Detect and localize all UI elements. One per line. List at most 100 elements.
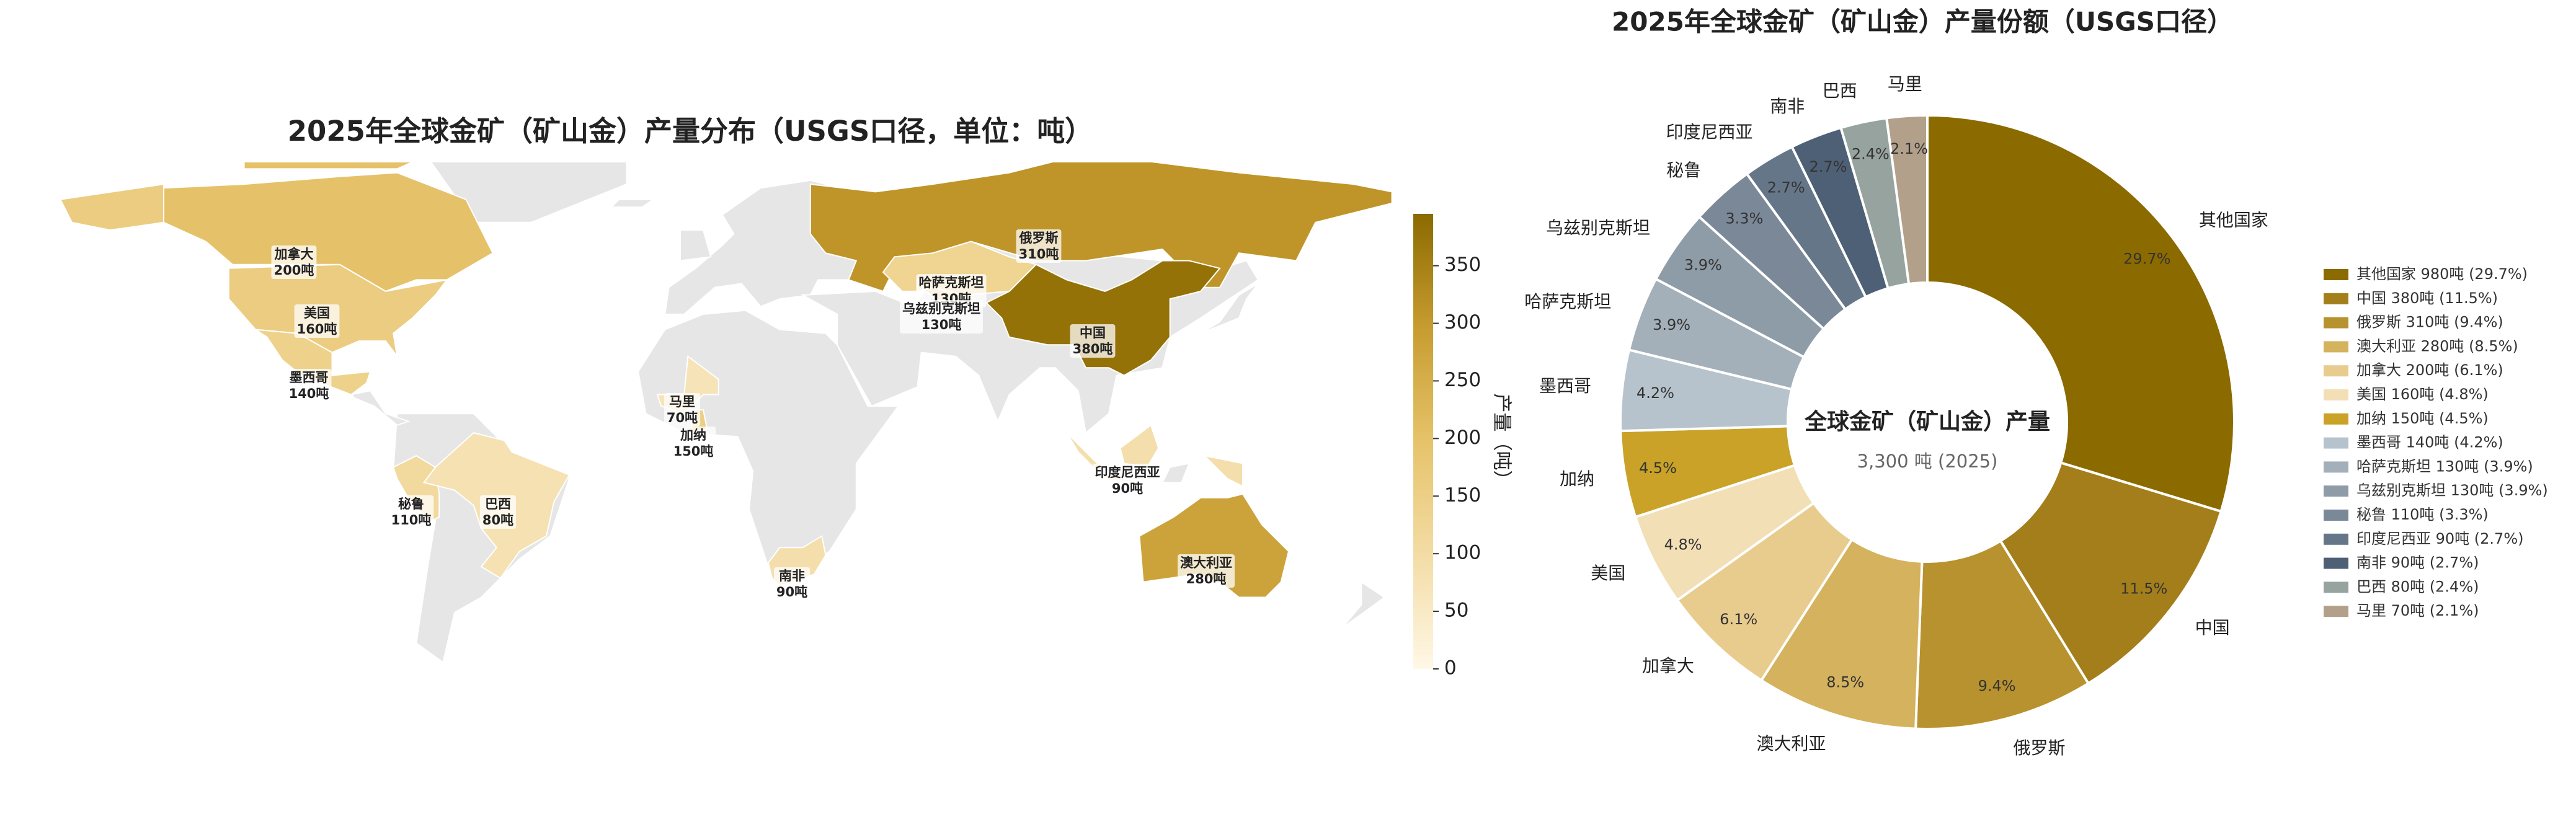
legend-label: 加纳 150吨 (4.5%) — [2356, 410, 2489, 427]
pie-slice — [1914, 539, 2090, 730]
slice-percent: 9.4% — [1978, 678, 2016, 695]
slice-percent: 2.4% — [1852, 146, 1890, 163]
map-label-value: 80吨 — [482, 513, 513, 528]
legend-label: 澳大利亚 280吨 (8.5%) — [2356, 337, 2518, 355]
legend-label: 马里 70吨 (2.1%) — [2356, 602, 2479, 619]
map-label-name: 美国 — [304, 306, 330, 321]
map-label-value: 280吨 — [1186, 572, 1227, 586]
legend-swatch — [2324, 510, 2348, 521]
map-label-box — [900, 300, 983, 334]
slice-percent: 11.5% — [2120, 580, 2167, 597]
slice-percent: 3.9% — [1653, 316, 1690, 334]
land — [1341, 580, 1386, 629]
legend-swatch — [2324, 606, 2348, 617]
legend-label: 其他国家 980吨 (29.7%) — [2356, 265, 2528, 283]
legend-swatch — [2324, 317, 2348, 329]
pie-center-subtitle: 3,300 吨 (2025) — [1857, 451, 1998, 472]
slice-label: 马里 — [1888, 74, 1922, 94]
pie-center-title: 全球金矿（矿山金）产量 — [1804, 409, 2050, 435]
legend-label: 哈萨克斯坦 130吨 (3.9%) — [2356, 458, 2533, 475]
legend-swatch — [2324, 557, 2348, 569]
map-label-name: 哈萨克斯坦 — [919, 275, 984, 290]
legend-label: 加拿大 200吨 (6.1%) — [2356, 361, 2503, 379]
map-label-name: 俄罗斯 — [1019, 231, 1059, 245]
colorbar-tick-label: 150 — [1444, 484, 1481, 506]
legend-swatch — [2324, 533, 2348, 545]
land — [1161, 462, 1191, 484]
country — [255, 329, 371, 396]
colorbar-tick-label: 200 — [1444, 427, 1481, 449]
legend-swatch — [2324, 269, 2348, 280]
map-label-box — [670, 427, 716, 460]
country — [809, 162, 1393, 293]
map-label-name: 中国 — [1080, 325, 1106, 340]
map-label-name: 南非 — [779, 568, 805, 583]
legend-label: 墨西哥 140吨 (4.2%) — [2356, 434, 2503, 451]
slice-label: 美国 — [1591, 563, 1625, 583]
slice-percent: 4.5% — [1639, 459, 1677, 477]
slice-label: 澳大利亚 — [1757, 733, 1826, 754]
legend-label: 美国 160吨 (4.8%) — [2356, 386, 2489, 403]
colorbar-tick-label: 50 — [1444, 599, 1468, 622]
legend-swatch — [2324, 485, 2348, 497]
slice-label: 其他国家 — [2199, 210, 2268, 230]
map — [59, 162, 1393, 663]
legend-swatch — [2324, 341, 2348, 353]
map-label-box — [773, 567, 811, 601]
map-label-value: 90吨 — [1112, 481, 1143, 496]
map-label-name: 加拿大 — [274, 247, 314, 262]
map-label-box — [388, 495, 434, 529]
country — [163, 162, 494, 293]
pie-slice — [1885, 113, 1929, 286]
colorbar-tick-label: 250 — [1444, 369, 1481, 391]
map-label-name: 巴西 — [485, 497, 511, 511]
legend-swatch — [2324, 437, 2348, 449]
map-label-name: 乌兹别克斯坦 — [902, 301, 980, 316]
map-label-box — [916, 274, 987, 307]
colorbar-label: 产量（吨） — [1491, 394, 1513, 490]
land — [1200, 283, 1259, 334]
legend-label: 南非 90吨 (2.7%) — [2356, 554, 2479, 572]
map-label-box — [286, 369, 332, 402]
slice-label: 加拿大 — [1642, 655, 1694, 676]
slice-label: 加纳 — [1560, 469, 1594, 489]
slice-label: 中国 — [2195, 617, 2230, 638]
map-label-box — [1016, 229, 1062, 263]
map-label-value: 130吨 — [922, 317, 962, 332]
legend-label: 秘鲁 110吨 (3.3%) — [2356, 506, 2489, 523]
legend-label: 俄罗斯 310吨 (9.4%) — [2356, 314, 2503, 331]
legend-swatch — [2324, 461, 2348, 473]
land — [680, 229, 712, 262]
slice-percent: 2.1% — [1890, 140, 1928, 157]
map-label-name: 马里 — [669, 394, 695, 409]
map-label-box — [1092, 464, 1163, 497]
slice-percent: 6.1% — [1720, 611, 1757, 628]
map-label-value: 150吨 — [673, 444, 714, 459]
slice-percent: 8.5% — [1826, 674, 1864, 691]
legend-swatch — [2324, 293, 2348, 304]
map-label-value: 380吨 — [1073, 342, 1113, 356]
legend-swatch — [2324, 365, 2348, 377]
slice-percent: 4.8% — [1664, 536, 1702, 553]
map-label-box — [294, 304, 340, 338]
legend-label: 巴西 80吨 (2.4%) — [2356, 578, 2479, 595]
map-label-name: 加纳 — [680, 428, 706, 443]
map-label-value: 110吨 — [391, 513, 432, 528]
slice-label: 秘鲁 — [1666, 160, 1701, 180]
colorbar-tick-label: 350 — [1444, 254, 1481, 276]
slice-percent: 2.7% — [1810, 158, 1847, 175]
map-label-name: 印度尼西亚 — [1095, 465, 1160, 480]
slice-label: 墨西哥 — [1539, 376, 1591, 396]
map-label-value: 140吨 — [289, 386, 329, 401]
legend-label: 中国 380吨 (11.5%) — [2356, 290, 2498, 307]
slice-label: 哈萨克斯坦 — [1524, 291, 1611, 312]
legend-label: 印度尼西亚 90吨 (2.7%) — [2356, 530, 2524, 547]
map-label-value: 90吨 — [776, 585, 807, 599]
land — [350, 390, 411, 426]
slice-label: 俄罗斯 — [2014, 738, 2066, 758]
legend-swatch — [2324, 389, 2348, 400]
colorbar — [1413, 214, 1433, 669]
map-label-value: 70吨 — [667, 410, 698, 425]
pie-slice — [1926, 113, 2236, 513]
